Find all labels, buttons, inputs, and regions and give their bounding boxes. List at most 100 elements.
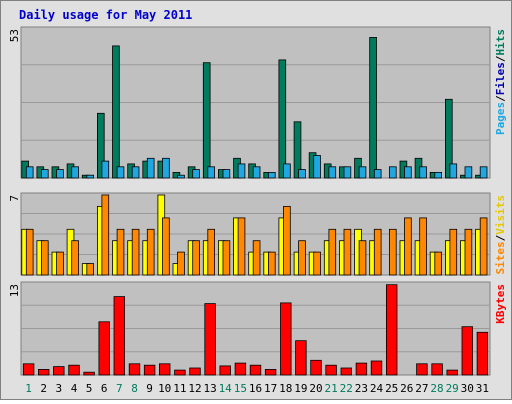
x-tick-label-day-30: 30 [461, 382, 474, 395]
bar-kbytes-day-25 [385, 284, 398, 376]
bar-files-day-28 [434, 171, 442, 179]
x-tick-label-day-8: 8 [131, 382, 138, 395]
bar-files-day-7 [116, 166, 125, 179]
bar-sites-day-24 [373, 228, 382, 276]
bar-sites-day-28 [434, 251, 442, 276]
bar-sites-day-1 [25, 228, 34, 276]
bar-sites-day-11 [177, 251, 185, 276]
bar-sites-day-29 [449, 228, 458, 276]
bar-kbytes-day-15 [234, 362, 247, 376]
panel-visits-legend: Sites/Visits [494, 195, 507, 275]
x-tick-label-day-2: 2 [40, 382, 47, 395]
bar-sites-day-18 [283, 205, 291, 276]
bar-kbytes-day-27 [416, 363, 428, 376]
x-tick-label-day-31: 31 [476, 382, 489, 395]
x-tick-label-day-12: 12 [188, 382, 201, 395]
legend-entry: Pages [494, 102, 507, 135]
bar-kbytes-day-29 [446, 369, 458, 376]
bar-sites-day-19 [298, 240, 306, 276]
x-tick-label-day-17: 17 [264, 382, 277, 395]
bar-files-day-29 [449, 163, 458, 179]
x-tick-label-day-20: 20 [309, 382, 322, 395]
x-tick-label-day-13: 13 [203, 382, 216, 395]
bar-kbytes-day-9 [143, 364, 156, 376]
bar-files-day-25 [388, 166, 397, 179]
bar-files-day-8 [131, 166, 140, 179]
x-tick-label-day-14: 14 [219, 382, 233, 395]
bar-sites-day-21 [328, 228, 337, 276]
bar-kbytes-day-18 [280, 302, 292, 376]
x-axis-day-labels: 1 2 3 4 5 6 7 8 9 10 11 12 13 14 15 16 17 18 19 20 21 22 23 24 2… [25, 382, 489, 395]
bar-files-day-20 [313, 155, 321, 179]
bar-sites-day-15 [237, 217, 246, 276]
x-tick-label-day-4: 4 [71, 382, 78, 395]
bar-sites-day-9 [146, 228, 155, 276]
x-tick-label-day-28: 28 [430, 382, 443, 395]
panel-visits: 7 Sites/Visits [8, 192, 507, 276]
bar-sites-day-20 [313, 251, 321, 276]
bar-sites-day-2 [41, 240, 49, 276]
x-tick-label-day-9: 9 [146, 382, 153, 395]
x-tick-label-day-29: 29 [446, 382, 459, 395]
bar-kbytes-day-14 [219, 365, 231, 376]
bar-hits-day-13 [202, 62, 211, 179]
bar-kbytes-day-7 [113, 296, 126, 376]
legend-entry: / [494, 95, 507, 102]
legend-entry: Hits [494, 29, 507, 56]
bar-hits-day-6 [97, 112, 105, 179]
x-tick-label-day-22: 22 [340, 382, 353, 395]
bar-kbytes-day-8 [128, 363, 141, 376]
chart-title: Daily usage for May 2011 [19, 8, 192, 22]
panel-hits-scale-label: 53 [8, 29, 21, 42]
x-tick-label-day-25: 25 [385, 382, 398, 395]
bar-files-day-13 [207, 166, 216, 179]
bar-kbytes-day-5 [83, 371, 95, 376]
bar-kbytes-day-28 [431, 363, 443, 376]
bar-files-day-11 [177, 174, 185, 179]
x-tick-label-day-1: 1 [25, 382, 32, 395]
bar-kbytes-day-17 [264, 368, 277, 376]
bar-kbytes-day-6 [98, 321, 110, 376]
panel-hits-legend: Pages/Files/Hits [494, 29, 507, 135]
bar-files-day-22 [343, 166, 352, 179]
x-tick-label-day-16: 16 [249, 382, 262, 395]
bar-kbytes-day-16 [249, 364, 262, 376]
legend-entry: Sites [494, 241, 507, 274]
panel-kbytes-scale-label: 13 [8, 284, 21, 297]
bar-sites-day-10 [162, 217, 170, 276]
x-tick-label-day-18: 18 [279, 382, 292, 395]
bar-sites-day-13 [207, 228, 216, 276]
x-tick-label-day-26: 26 [400, 382, 413, 395]
legend-entry: Visits [494, 195, 507, 235]
panel-visits-scale-label: 7 [8, 195, 21, 202]
bar-files-day-4 [71, 166, 79, 179]
x-tick-label-day-7: 7 [116, 382, 123, 395]
bar-files-day-6 [101, 160, 110, 179]
legend-entry: Files [494, 62, 507, 95]
bar-kbytes-day-23 [355, 362, 368, 376]
bar-kbytes-day-30 [461, 326, 474, 376]
bar-kbytes-day-3 [53, 366, 65, 376]
bar-kbytes-day-13 [204, 303, 216, 376]
bar-files-day-19 [298, 169, 306, 179]
bar-kbytes-day-12 [189, 367, 201, 376]
bar-sites-day-6 [101, 194, 110, 276]
bar-kbytes-day-22 [340, 367, 353, 376]
x-tick-label-day-10: 10 [158, 382, 171, 395]
x-tick-label-day-19: 19 [294, 382, 307, 395]
bar-sites-day-12 [192, 240, 200, 276]
panel-kbytes: 13 KBytes [8, 281, 507, 376]
x-tick-label-day-23: 23 [355, 382, 368, 395]
bar-sites-day-17 [267, 251, 276, 276]
bar-hits-day-19 [293, 121, 302, 179]
legend-entry: KBytes [494, 284, 507, 324]
bar-files-day-31 [479, 166, 488, 179]
bar-sites-day-4 [71, 240, 79, 276]
x-tick-label-day-3: 3 [55, 382, 62, 395]
bar-files-day-26 [404, 166, 412, 179]
bar-sites-day-3 [56, 251, 64, 276]
x-tick-label-day-24: 24 [370, 382, 384, 395]
bar-kbytes-day-11 [174, 369, 186, 376]
